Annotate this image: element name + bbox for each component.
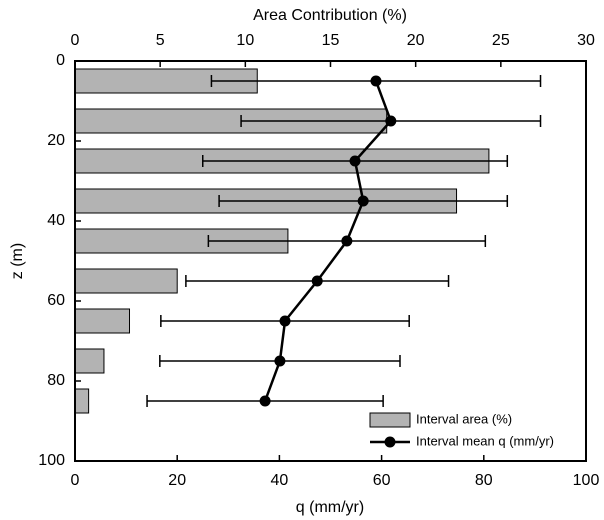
y-tick-label: 80 (47, 372, 65, 389)
x-tick-label: 20 (168, 472, 186, 489)
point (279, 315, 291, 327)
point (349, 155, 361, 167)
x-tick-label: 40 (271, 472, 289, 489)
point (357, 195, 369, 207)
x2-tick-label: 15 (322, 32, 340, 49)
plot-frame (74, 60, 587, 462)
x-tick-label: 100 (573, 472, 600, 489)
y-axis-title: z (m) (9, 243, 26, 279)
x2-axis-title: Area Contribution (%) (253, 7, 407, 24)
x2-tick-label: 20 (407, 32, 425, 49)
x2-tick-label: 25 (492, 32, 510, 49)
y-tick-label: 100 (38, 452, 65, 469)
x-axis-title: q (mm/yr) (296, 499, 364, 516)
legend-label: Interval mean q (mm/yr) (416, 433, 554, 448)
y-tick-label: 0 (56, 52, 65, 69)
bar (74, 388, 90, 414)
y-tick-label: 60 (47, 292, 65, 309)
x2-tick-label: 10 (236, 32, 254, 49)
point (385, 115, 397, 127)
point (370, 75, 382, 87)
bar (74, 268, 178, 294)
point (341, 235, 353, 247)
x-tick-label: 0 (71, 472, 80, 489)
x2-tick-label: 5 (156, 32, 165, 49)
legend-label: Interval area (%) (416, 411, 512, 426)
point (311, 275, 323, 287)
bar (74, 348, 105, 374)
point (259, 395, 271, 407)
point (274, 355, 286, 367)
x2-tick-label: 0 (71, 32, 80, 49)
x2-tick-label: 30 (577, 32, 595, 49)
x-tick-label: 80 (475, 472, 493, 489)
legend-marker (384, 436, 396, 448)
bar (74, 308, 131, 334)
y-tick-label: 20 (47, 132, 65, 149)
legend-swatch (369, 412, 411, 428)
y-tick-label: 40 (47, 212, 65, 229)
x-tick-label: 60 (373, 472, 391, 489)
